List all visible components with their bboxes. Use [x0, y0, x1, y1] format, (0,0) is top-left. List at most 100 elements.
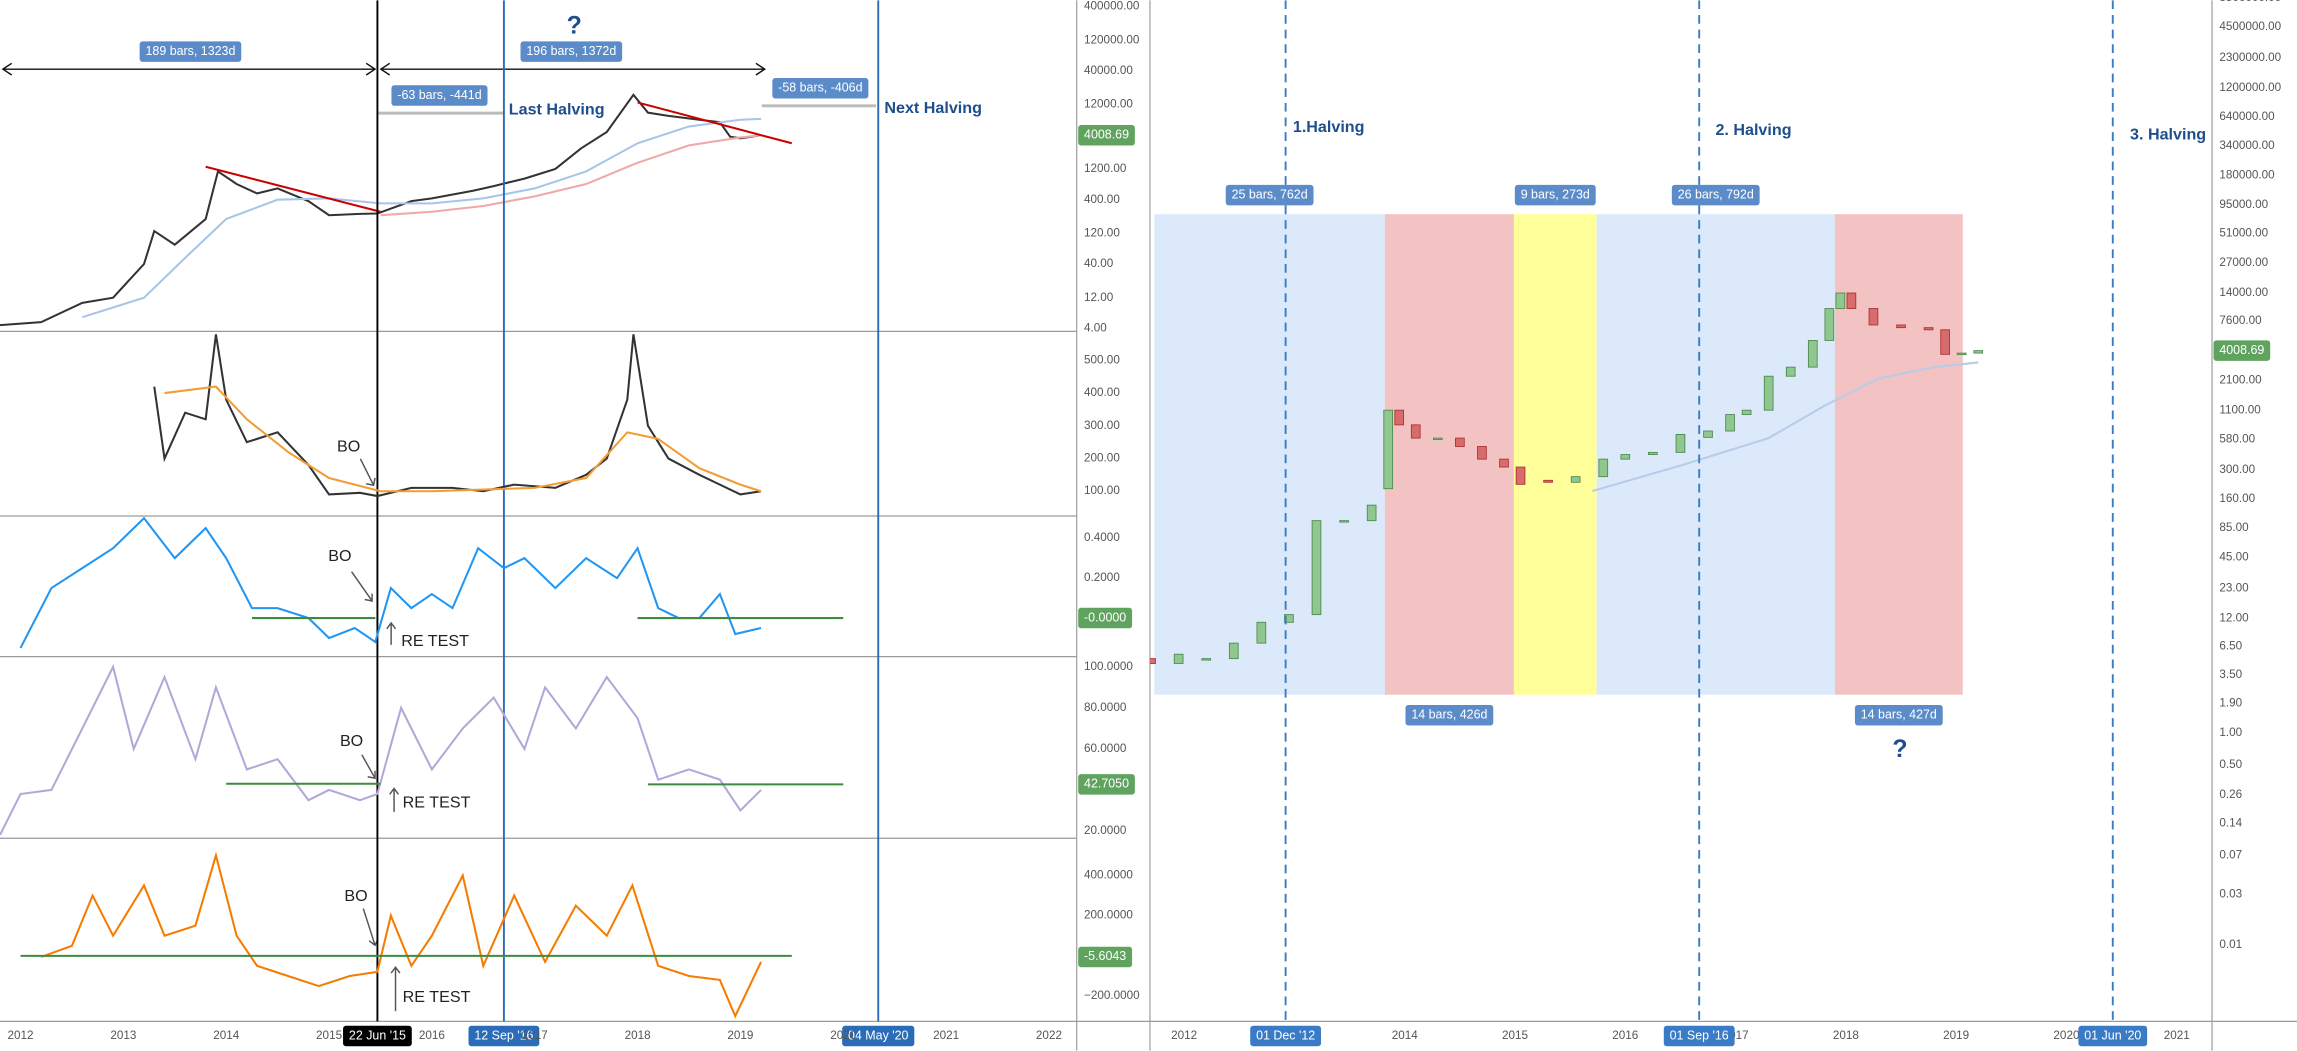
marker-label: 22 Jun '15	[343, 1025, 412, 1047]
y-tick-label: 500.00	[1084, 354, 1120, 367]
y-tick-label: 85.00	[2219, 521, 2249, 534]
marker-label-bg	[1663, 1025, 1735, 1047]
candle	[1570, 476, 1581, 483]
y-tick-label: 3.50	[2219, 668, 2242, 681]
candle	[1149, 658, 1156, 664]
candle	[1394, 409, 1405, 426]
y-tick-label: 45.00	[2219, 551, 2249, 564]
y-tick-label: 0.03	[2219, 887, 2242, 900]
y-tick-label: 2100.00	[2219, 373, 2262, 386]
y-tick-label: 1.00	[2219, 726, 2242, 739]
candle	[1824, 308, 1835, 341]
annotation: 1.Halving	[1293, 118, 1365, 136]
annotation-badge-bg	[139, 41, 242, 62]
y-tick-label: −200.0000	[1084, 989, 1140, 1002]
candle	[1383, 409, 1394, 490]
last-value-badge-bg	[2213, 340, 2271, 361]
x-tick-label: 2016	[419, 1029, 445, 1042]
candle	[1410, 424, 1421, 439]
last-value-badge-bg	[1078, 607, 1133, 629]
marker-label-text: 22 Jun '15	[349, 1028, 406, 1042]
x-tick-label: 2021	[933, 1029, 959, 1042]
candle	[1741, 409, 1752, 416]
marker-label-bg	[842, 1025, 915, 1047]
x-tick-label: 2012	[1171, 1029, 1197, 1042]
y-tick-label: 640000.00	[2219, 110, 2275, 123]
last-value-badge-text: 42.7050	[1084, 777, 1129, 791]
candle	[1785, 366, 1796, 377]
candle	[1807, 340, 1818, 368]
annotation: RE TEST	[401, 632, 469, 650]
x-tick-label: 2020	[2053, 1029, 2080, 1042]
region-label: 26 bars, 792d	[1671, 184, 1760, 206]
series-line	[40, 851, 762, 1019]
annotation-badge-text: 196 bars, 1372d	[526, 44, 616, 58]
y-tick-label: 2300000.00	[2219, 51, 2281, 64]
marker-label-text: 12 Sep '16	[474, 1028, 533, 1042]
series-line	[153, 334, 762, 498]
candle	[1973, 350, 1984, 354]
y-tick-label: 400.0000	[1084, 869, 1133, 882]
y-tick-label: 0.2000	[1084, 571, 1120, 584]
candle	[1455, 437, 1465, 447]
candle	[1675, 433, 1686, 453]
region-label-bg	[1671, 184, 1760, 206]
y-tick-label: 12.00	[2219, 611, 2249, 624]
y-tick-label: 160.00	[2219, 492, 2255, 505]
annotation-badge-text: 189 bars, 1323d	[145, 44, 235, 58]
marker-label-bg	[468, 1025, 540, 1047]
y-tick-label: 200.0000	[1084, 909, 1133, 922]
y-tick-label: 20.0000	[1084, 824, 1127, 837]
y-tick-label: 12000.00	[1084, 98, 1133, 111]
last-value-badge-text: 4008.69	[1084, 128, 1129, 142]
y-tick-label: 40000.00	[1084, 64, 1133, 77]
region-label-bg	[1405, 704, 1494, 726]
last-value-badge-bg	[1078, 774, 1135, 795]
y-tick-label: 400000.00	[1084, 0, 1140, 13]
candle	[1366, 504, 1377, 522]
annotation: Last Halving	[509, 100, 605, 118]
marker-label: 12 Sep '16	[468, 1025, 540, 1047]
region	[1513, 214, 1597, 695]
y-tick-label: 200.00	[1084, 452, 1120, 465]
region	[1834, 214, 1963, 695]
marker-label: 01 Jun '20	[2078, 1025, 2148, 1047]
region-label-text: 26 bars, 792d	[1678, 187, 1754, 201]
region-label-text: 25 bars, 762d	[1232, 187, 1308, 201]
annotation-badge-bg	[520, 41, 623, 62]
series-line	[19, 516, 762, 649]
x-tick-label: 2014	[213, 1029, 240, 1042]
annotation-badge-bg	[772, 77, 869, 99]
y-tick-label: 0.07	[2219, 848, 2242, 861]
panel	[19, 516, 844, 649]
x-tick-label: 2012	[8, 1029, 34, 1042]
series-line	[205, 165, 381, 213]
x-tick-label: 2016	[1612, 1029, 1638, 1042]
y-tick-label: 4.00	[1084, 322, 1107, 335]
annotation: 3. Halving	[2130, 125, 2206, 143]
series-line	[82, 117, 762, 319]
series-line	[380, 134, 762, 217]
candle	[1515, 466, 1526, 485]
last-value-badge: 4008.69	[2213, 340, 2271, 361]
annotation: 2. Halving	[1715, 121, 1791, 139]
series-line	[637, 101, 793, 145]
candle	[1835, 292, 1846, 309]
marker-label-text: 01 Jun '20	[2084, 1028, 2141, 1042]
candle	[1896, 324, 1906, 329]
series-line	[0, 93, 762, 327]
series-line	[0, 663, 762, 836]
annotation: BO	[328, 547, 351, 565]
annotation-badge: -63 bars, -441d	[391, 85, 488, 106]
y-tick-label: 300.00	[1084, 419, 1120, 432]
panel	[20, 851, 792, 1019]
marker-label-bg	[1250, 1025, 1322, 1047]
marker-label-text: 01 Sep '16	[1670, 1028, 1729, 1042]
marker-label-bg	[2078, 1025, 2148, 1047]
candle	[1846, 292, 1857, 309]
marker-label: 01 Dec '12	[1250, 1025, 1322, 1047]
last-value-badge: 42.7050	[1078, 774, 1135, 795]
panel	[0, 93, 793, 327]
candle	[1940, 329, 1950, 355]
